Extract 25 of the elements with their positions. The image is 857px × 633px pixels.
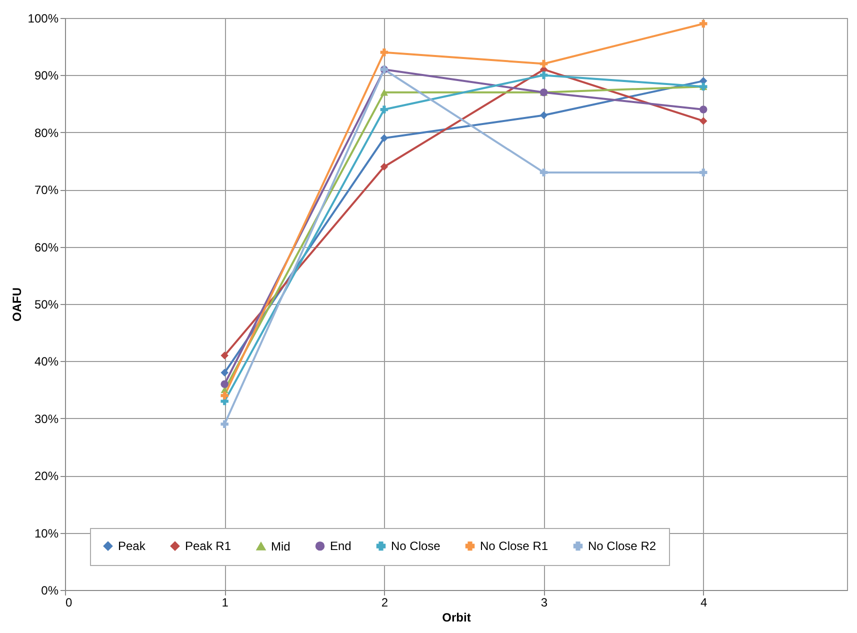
y-tick-label: 20% (34, 469, 59, 484)
y-tick-label: 30% (34, 412, 59, 426)
x-tick-label: 1 (222, 596, 229, 610)
legend-label: Peak R1 (185, 539, 232, 554)
x-tick-label: 2 (381, 596, 388, 610)
legend-label: No Close R1 (480, 539, 548, 554)
x-tick-label: 4 (700, 596, 708, 610)
legend-label: Peak (118, 539, 146, 554)
y-tick-label: 100% (28, 12, 59, 26)
y-tick-label: 40% (34, 354, 59, 369)
legend-label: No Close R2 (588, 539, 656, 554)
y-tick-label: 70% (34, 183, 59, 198)
x-tick-label: 0 (66, 596, 72, 610)
legend-label: Mid (271, 539, 290, 554)
y-axis-title: OAFU (10, 288, 24, 322)
y-tick-label: 0% (41, 584, 59, 598)
legend-label: No Close (391, 539, 441, 554)
y-tick-label: 10% (34, 526, 59, 540)
legend-label: End (330, 539, 352, 554)
y-tick-label: 60% (34, 240, 59, 254)
y-tick-label: 50% (34, 298, 59, 312)
x-tick-label: 3 (540, 596, 548, 610)
y-tick-label: 80% (34, 126, 59, 140)
x-axis-title: Orbit (442, 610, 471, 624)
y-tick-label: 90% (34, 68, 59, 83)
